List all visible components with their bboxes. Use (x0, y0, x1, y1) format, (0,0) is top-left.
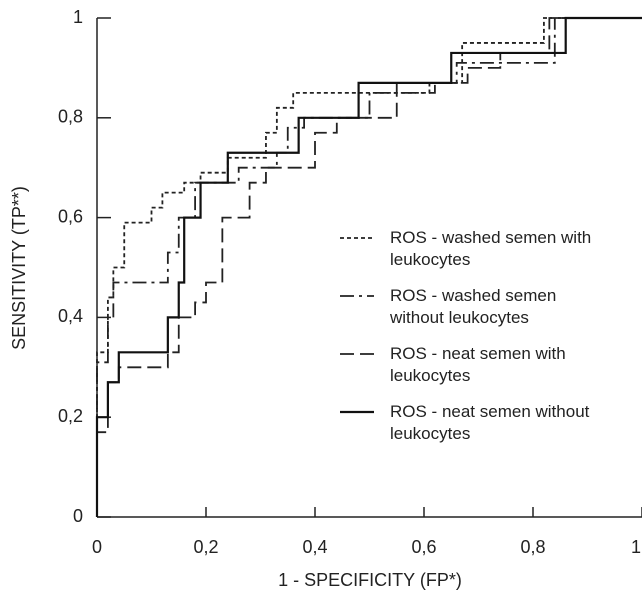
x-tick-label: 0 (92, 537, 102, 557)
x-axis-label: 1 - SPECIFICITY (FP*) (278, 570, 462, 590)
y-axis-label: SENSITIVITY (TP**) (9, 186, 29, 350)
x-tick-label: 0,2 (193, 537, 218, 557)
legend-label: ROS - neat semen with leukocytes (390, 344, 566, 385)
roc-line (96, 17, 642, 517)
x-tick-label: 0,8 (520, 537, 545, 557)
x-tick-label: 1 (631, 537, 641, 557)
y-tick-label: 0,8 (58, 107, 83, 127)
legend-label: ROS - washed semen without leukocytes (390, 286, 557, 327)
y-tick-label: 1 (73, 7, 83, 27)
x-tick-label: 0,4 (302, 537, 327, 557)
roc-line (95, 16, 642, 517)
y-tick-label: 0,6 (58, 206, 83, 226)
y-tick-label: 0,4 (58, 306, 83, 326)
y-tick-label: 0,2 (58, 406, 83, 426)
y-tick-label: 0 (73, 506, 83, 526)
legend-label: ROS - washed semen with leukocytes (390, 228, 592, 269)
legend-label: ROS - neat semen without leukocytes (390, 402, 590, 443)
x-tick-label: 0,6 (411, 537, 436, 557)
